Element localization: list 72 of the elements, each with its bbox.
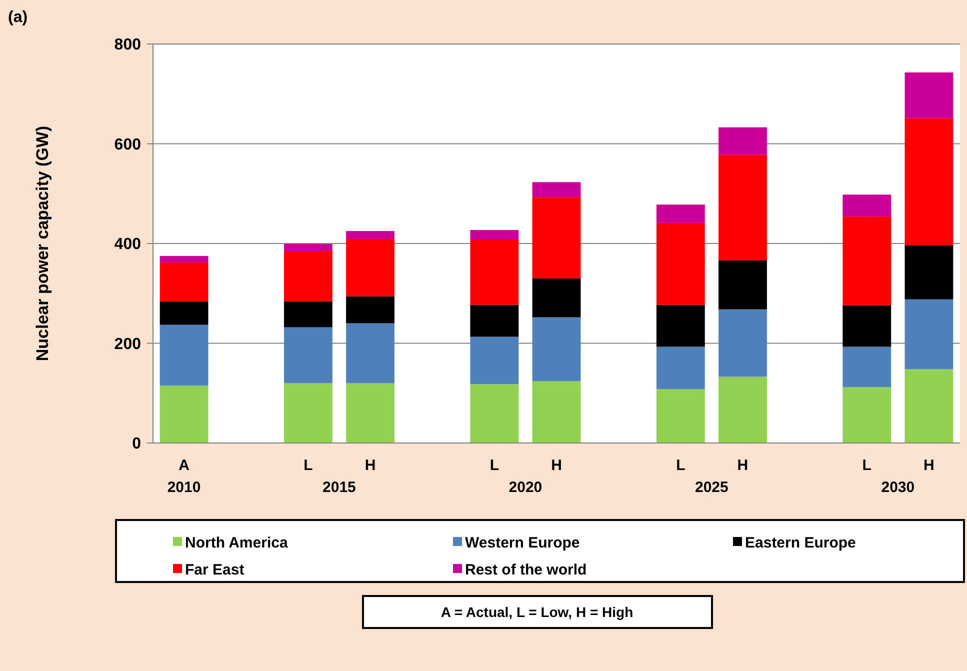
bar [904, 72, 954, 118]
legend-label: Rest of the world [465, 561, 587, 578]
y-tick-label: 800 [114, 36, 142, 54]
text: 2015 [322, 479, 356, 496]
legend-label: Western Europe [465, 534, 580, 552]
bar [718, 309, 767, 377]
x-tick-label: L [862, 457, 872, 474]
x-tick-label: H [364, 457, 376, 474]
bar [346, 239, 394, 296]
bar [842, 346, 892, 388]
legend-label: Far East [185, 561, 244, 578]
y-tick-label: 0 [132, 436, 142, 453]
bar [532, 317, 581, 382]
bar [656, 304, 705, 347]
bar [718, 154, 767, 260]
x-tick-label: H [924, 457, 934, 474]
bar [842, 387, 892, 443]
text: 2025 [695, 479, 728, 496]
y-tick-label: 600 [114, 136, 142, 154]
bar [656, 389, 705, 443]
x-tick-label: L [304, 457, 313, 474]
bar [470, 336, 519, 384]
text: 2010 [167, 479, 201, 496]
x-tick-label: A [178, 457, 190, 474]
bar [718, 260, 767, 310]
bar [284, 301, 332, 328]
y-axis-title: Nuclear power capacity (GW) [33, 126, 52, 362]
bar [904, 118, 954, 246]
legend-label: North America [185, 534, 288, 552]
text: A = Actual, L = Low, H = High [440, 604, 634, 620]
bar [160, 262, 208, 302]
bar [160, 386, 208, 443]
bar [284, 250, 332, 302]
bar [160, 324, 208, 386]
x-tick-label: L [490, 457, 500, 474]
bar [532, 381, 581, 443]
bar [346, 323, 394, 384]
text: 2020 [508, 479, 542, 496]
bar [284, 327, 332, 384]
bar [842, 194, 892, 217]
bar [284, 383, 332, 443]
y-tick-label: 400 [114, 236, 142, 254]
bar [904, 245, 954, 300]
bar [718, 127, 767, 155]
bar [532, 197, 581, 278]
bar [656, 204, 705, 224]
bar [656, 346, 705, 390]
bar [532, 278, 581, 318]
bar [842, 305, 892, 347]
bar [904, 299, 954, 370]
text: (a) [8, 9, 28, 26]
x-tick-label: L [676, 457, 686, 474]
bar [160, 256, 208, 262]
bar [470, 304, 519, 337]
bar [532, 182, 581, 198]
bar [284, 244, 332, 251]
legend-label: Eastern Europe [745, 534, 856, 552]
bar [470, 384, 519, 443]
bar [842, 216, 892, 306]
bar [346, 296, 394, 324]
y-tick-label: 200 [114, 336, 142, 353]
bar [160, 301, 208, 325]
bar [470, 240, 519, 305]
bar [346, 231, 394, 240]
x-tick-label: H [737, 457, 748, 474]
x-tick-label: H [551, 457, 562, 474]
bar [470, 230, 519, 240]
bar [346, 383, 394, 443]
bar [904, 369, 954, 443]
bar [718, 376, 767, 443]
text: 2030 [881, 479, 915, 496]
bar [656, 223, 705, 305]
